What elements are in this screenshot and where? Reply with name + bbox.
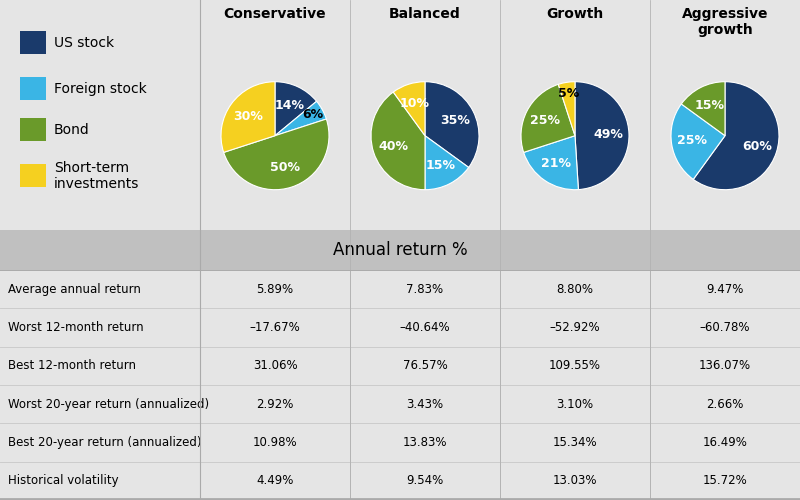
Text: 13.83%: 13.83% bbox=[402, 436, 447, 449]
Text: Average annual return: Average annual return bbox=[8, 282, 141, 296]
Text: 76.57%: 76.57% bbox=[402, 360, 447, 372]
Text: 15.34%: 15.34% bbox=[553, 436, 598, 449]
Text: Worst 12-month return: Worst 12-month return bbox=[8, 321, 144, 334]
Text: Aggressive
growth: Aggressive growth bbox=[682, 7, 768, 37]
Text: 9.47%: 9.47% bbox=[706, 282, 744, 296]
Text: 31.06%: 31.06% bbox=[253, 360, 298, 372]
Text: 136.07%: 136.07% bbox=[699, 360, 751, 372]
Bar bbox=[20, 31, 46, 54]
Text: US stock: US stock bbox=[54, 36, 114, 50]
Text: Conservative: Conservative bbox=[224, 7, 326, 21]
Text: Short-term
investments: Short-term investments bbox=[54, 161, 139, 191]
Text: 16.49%: 16.49% bbox=[702, 436, 747, 449]
Text: 7.83%: 7.83% bbox=[406, 282, 443, 296]
Text: Annual return %: Annual return % bbox=[333, 241, 467, 259]
Bar bbox=[20, 77, 46, 100]
Bar bbox=[20, 164, 46, 188]
Bar bbox=[20, 118, 46, 142]
Text: –17.67%: –17.67% bbox=[250, 321, 300, 334]
Text: Growth: Growth bbox=[546, 7, 604, 21]
Text: 4.49%: 4.49% bbox=[256, 474, 294, 488]
Text: 3.43%: 3.43% bbox=[406, 398, 443, 410]
Text: 9.54%: 9.54% bbox=[406, 474, 444, 488]
Text: Best 12-month return: Best 12-month return bbox=[8, 360, 136, 372]
Text: 10.98%: 10.98% bbox=[253, 436, 298, 449]
Text: –52.92%: –52.92% bbox=[550, 321, 600, 334]
Text: –60.78%: –60.78% bbox=[700, 321, 750, 334]
Text: 3.10%: 3.10% bbox=[557, 398, 594, 410]
Text: 2.66%: 2.66% bbox=[706, 398, 744, 410]
Text: 8.80%: 8.80% bbox=[557, 282, 594, 296]
Text: Worst 20-year return (annualized): Worst 20-year return (annualized) bbox=[8, 398, 209, 410]
Bar bbox=[0, 230, 800, 270]
Text: 13.03%: 13.03% bbox=[553, 474, 598, 488]
Text: Best 20-year return (annualized): Best 20-year return (annualized) bbox=[8, 436, 202, 449]
Text: 2.92%: 2.92% bbox=[256, 398, 294, 410]
Text: Foreign stock: Foreign stock bbox=[54, 82, 146, 96]
Text: Bond: Bond bbox=[54, 123, 90, 137]
Text: Historical volatility: Historical volatility bbox=[8, 474, 118, 488]
Text: 15.72%: 15.72% bbox=[702, 474, 747, 488]
Text: 109.55%: 109.55% bbox=[549, 360, 601, 372]
Text: –40.64%: –40.64% bbox=[400, 321, 450, 334]
Text: 5.89%: 5.89% bbox=[257, 282, 294, 296]
Text: Balanced: Balanced bbox=[389, 7, 461, 21]
